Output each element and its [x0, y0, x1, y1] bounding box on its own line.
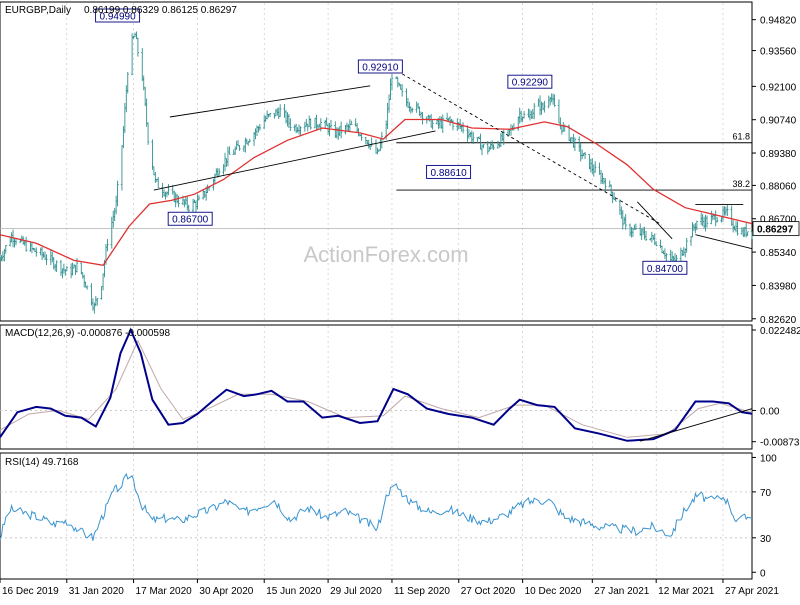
- fib-level-label: 61.8: [732, 132, 750, 142]
- x-tick-label: 27 Jan 2021: [594, 586, 649, 597]
- fib-level-label: 38.2: [732, 179, 750, 189]
- rsi-panel: RSI(14) 49.7168: [0, 452, 753, 580]
- channel-line: [153, 130, 436, 191]
- macd-y-tick-label: -0.008736: [760, 438, 800, 449]
- price-y-tick-label: 0.85340: [760, 248, 797, 259]
- macd-y-tick-label: 0.022482: [760, 326, 800, 337]
- x-tick-label: 27 Apr 2021: [725, 586, 779, 597]
- rsi-y-tick-label: 0: [760, 568, 766, 579]
- ohlc-label: 0.86199 0.86329 0.86125 0.86297: [84, 5, 237, 16]
- price-bars: [0, 31, 754, 314]
- macd-grid: [0, 326, 752, 448]
- price-panel-frame: [0, 1, 753, 322]
- price-annotation-box: [167, 211, 213, 226]
- rsi-y-tick-label: 70: [760, 488, 772, 499]
- price-annotation-box: [426, 164, 472, 179]
- price-annotation: 0.84700: [647, 264, 684, 275]
- price-y-tick-label: 0.88060: [760, 181, 797, 192]
- macd-trend-line: [640, 408, 753, 442]
- x-axis: 16 Dec 2019 31 Jan 2020 17 Mar 2020 30 Apr …: [0, 579, 779, 597]
- macd-panel: MACD(12,26,9) -0.000876 -0.000598: [0, 324, 753, 450]
- price-annotation: 0.88610: [431, 168, 468, 179]
- last-price-label: 0.86297: [757, 225, 794, 236]
- price-annotation-box: [95, 8, 141, 23]
- price-annotation: 0.92910: [362, 62, 399, 73]
- downtrend-line: [391, 67, 663, 226]
- price-y-tick-label: 0.92100: [760, 82, 797, 93]
- pattern-line: [695, 234, 753, 250]
- x-tick-label: 31 Jan 2020: [69, 586, 124, 597]
- channel-line: [169, 85, 371, 118]
- x-tick-label: 27 Oct 2020: [461, 586, 516, 597]
- moving-average: [0, 118, 753, 267]
- rsi-line: [0, 472, 753, 541]
- macd-line: [0, 327, 753, 442]
- x-tick-label: 12 Mar 2021: [658, 586, 715, 597]
- price-panel: ActionForex.com 61.838.2 0.949900.929100…: [0, 1, 754, 322]
- price-axis: 0.94820 0.93560 0.92100 0.90740 0.89380 0.880…: [752, 16, 800, 326]
- macd-label: MACD(12,26,9) -0.000876 -0.000598: [5, 328, 171, 339]
- rsi-lines: [0, 472, 753, 541]
- x-tick-label: 29 Jul 2020: [330, 586, 382, 597]
- trend-lines: [153, 67, 753, 250]
- price-y-tick-label: 0.86700: [760, 215, 797, 226]
- rsi-y-tick-label: 100: [760, 453, 777, 464]
- price-annotation: 0.92290: [512, 78, 549, 89]
- x-tick-label: 30 Apr 2020: [199, 586, 253, 597]
- x-tick-label: 16 Dec 2019: [2, 586, 59, 597]
- moving-average-line: [0, 118, 753, 267]
- x-tick-label: 17 Mar 2020: [136, 586, 193, 597]
- price-grid: [0, 3, 752, 320]
- price-annotation: 0.94990: [100, 12, 137, 23]
- rsi-axis: 100 70 30 0: [752, 453, 777, 579]
- rsi-y-tick-label: 30: [760, 534, 772, 545]
- watermark: ActionForex.com: [303, 242, 468, 267]
- rsi-label: RSI(14) 49.7168: [5, 457, 79, 468]
- last-price-box: [752, 221, 800, 237]
- macd-y-tick-label: 0.00: [760, 406, 780, 417]
- price-y-tick-label: 0.82620: [760, 315, 797, 326]
- price-y-tick-label: 0.90740: [760, 116, 797, 127]
- price-y-tick-label: 0.93560: [760, 47, 797, 58]
- symbol-label: EURGBP,Daily: [5, 5, 71, 16]
- price-y-tick-label: 0.94820: [760, 16, 797, 27]
- price-annotation-box: [507, 74, 553, 89]
- x-tick-label: 11 Sep 2020: [394, 586, 450, 597]
- x-tick-label: 15 Jun 2020: [266, 586, 321, 597]
- pattern-line: [636, 201, 673, 240]
- price-y-tick-label: 0.89380: [760, 149, 797, 160]
- rsi-panel-frame: [0, 452, 753, 580]
- macd-panel-frame: [0, 324, 753, 450]
- macd-lines: [0, 327, 753, 442]
- price-annotation-box: [642, 260, 688, 275]
- price-annotations: 0.94990 0.92910 0.92290 0.88610 0.86700 0.847…: [95, 8, 688, 275]
- fib-levels: 61.8 38.2: [396, 132, 752, 191]
- price-annotation: 0.86700: [172, 215, 209, 226]
- price-annotation-box: [357, 59, 403, 74]
- rsi-grid: [0, 454, 752, 578]
- macd-axis: 0.022482 0.00 -0.008736: [752, 326, 800, 449]
- x-tick-label: 10 Dec 2020: [525, 586, 582, 597]
- price-y-tick-label: 0.83980: [760, 281, 797, 292]
